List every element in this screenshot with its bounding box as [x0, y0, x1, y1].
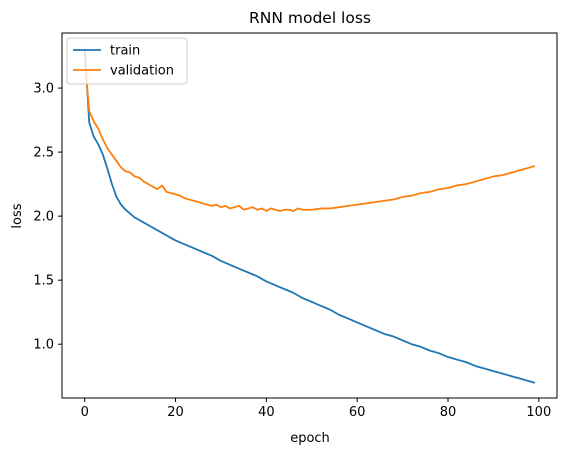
y-axis: 1.0 1.5 2.0 2.5 3.0 — [33, 82, 62, 353]
y-axis-label: loss — [10, 203, 25, 228]
x-tick-label: 0 — [81, 405, 89, 420]
y-tick-label: 1.5 — [33, 274, 54, 289]
plot-area — [61, 32, 558, 399]
legend-label-validation: validation — [110, 64, 174, 79]
series-line-validation — [83, 58, 536, 212]
legend: train validation — [66, 37, 188, 85]
plot-frame — [61, 32, 558, 399]
y-tick-label: 2.0 — [33, 210, 54, 225]
series-layer — [83, 47, 536, 384]
x-tick-label: 80 — [440, 405, 457, 420]
x-axis: 0 20 40 60 80 100 — [81, 398, 551, 420]
y-tick-label: 1.0 — [33, 338, 54, 353]
series-line-train — [83, 47, 536, 384]
x-tick-label: 60 — [349, 405, 366, 420]
chart-title: RNN model loss — [249, 9, 371, 27]
x-tick-label: 100 — [526, 405, 551, 420]
x-axis-label: epoch — [290, 431, 330, 446]
x-tick-label: 20 — [167, 405, 184, 420]
legend-label-train: train — [110, 44, 140, 59]
y-tick-label: 2.5 — [33, 146, 54, 161]
y-tick-label: 3.0 — [33, 82, 54, 97]
x-tick-label: 40 — [258, 405, 275, 420]
